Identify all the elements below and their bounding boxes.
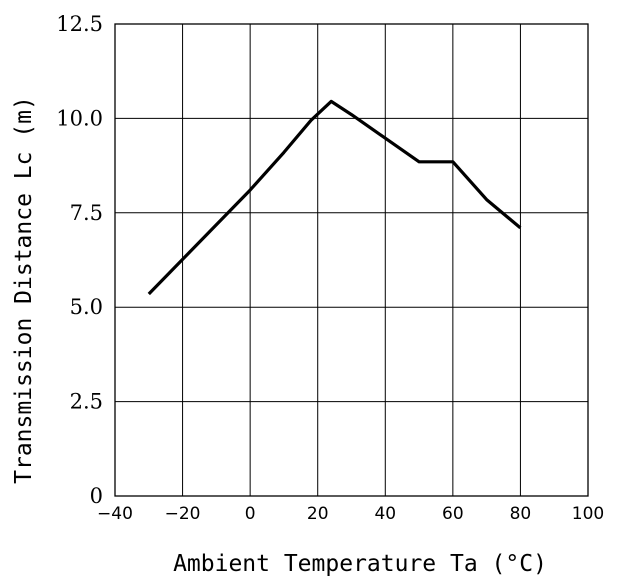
grid-lines <box>115 24 588 496</box>
y-tick-label: 10.0 <box>56 106 103 130</box>
x-tick-label: 100 <box>572 504 604 524</box>
x-tick-label: −40 <box>97 504 133 524</box>
x-axis-title: Ambient Temperature Ta (°C) <box>173 551 547 577</box>
y-tick-label: 7.5 <box>70 201 103 225</box>
x-tick-label: 20 <box>307 504 329 524</box>
plot-frame <box>114 23 589 497</box>
y-tick-labels: 0 2.5 5.0 7.5 10.0 12.5 <box>56 12 103 508</box>
y-tick-label: 0 <box>90 484 103 508</box>
series-lines <box>147 99 522 296</box>
y-axis-title: Transmission Distance Lc (m) <box>11 96 37 484</box>
x-tick-label: 40 <box>374 504 396 524</box>
y-tick-label: 12.5 <box>56 12 103 36</box>
x-tick-label: 60 <box>442 504 464 524</box>
series-line <box>147 99 522 296</box>
y-tick-label: 2.5 <box>70 390 103 414</box>
x-tick-label: −20 <box>165 504 201 524</box>
x-tick-label: 80 <box>510 504 532 524</box>
x-tick-label: 0 <box>245 504 256 524</box>
x-tick-labels: −40 −20 0 20 40 60 80 100 <box>97 504 604 524</box>
y-tick-label: 5.0 <box>70 295 103 319</box>
